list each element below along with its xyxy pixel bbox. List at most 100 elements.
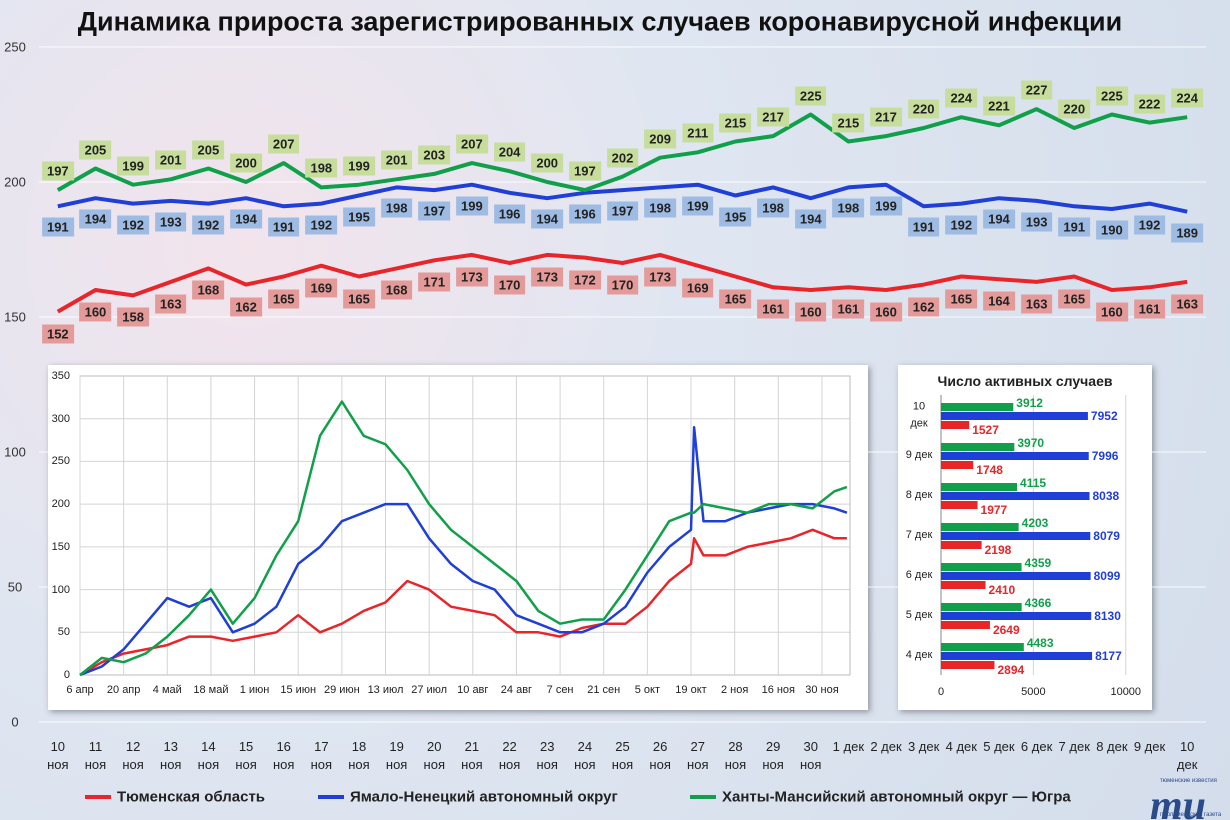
logo-mark: mu <box>1150 783 1207 820</box>
data-label: 201 <box>154 150 187 170</box>
legend-label: Ямало-Ненецкий автономный округ <box>350 788 618 806</box>
data-label: 163 <box>154 294 187 314</box>
data-label: 200 <box>531 153 564 173</box>
x-tick-label: 3 дек <box>907 739 940 754</box>
x-tick-label: 23 ноя <box>536 739 558 773</box>
data-label: 201 <box>380 150 413 170</box>
y-tick-label: 350 <box>51 370 70 382</box>
y-tick-label: 9 дек <box>905 448 933 461</box>
y-tick-label: 300 <box>51 412 70 425</box>
data-label: 160 <box>794 302 827 322</box>
x-tick-label: 8 дек <box>1096 739 1128 754</box>
data-label: 4359 <box>1024 556 1052 570</box>
logo-bottom: парламентская газета <box>1160 812 1222 818</box>
x-tick-label: 29 июн <box>323 684 360 696</box>
data-label: 8038 <box>1092 489 1120 503</box>
data-label: 194 <box>531 209 564 229</box>
bar <box>941 501 978 509</box>
data-label: 164 <box>983 291 1015 311</box>
y-tick-label: 100 <box>51 583 70 596</box>
x-tick-label: 10000 <box>1110 686 1142 698</box>
data-label: 194 <box>79 209 112 229</box>
data-label: 192 <box>1133 215 1166 235</box>
data-label: 1977 <box>980 503 1008 517</box>
data-label: 199 <box>870 196 902 216</box>
data-label: 220 <box>1058 99 1091 119</box>
data-label: 200 <box>230 153 262 173</box>
data-label: 170 <box>606 275 639 295</box>
data-label: 207 <box>267 134 300 154</box>
data-label: 161 <box>1133 299 1166 319</box>
data-label: 217 <box>757 107 789 127</box>
inset-panel <box>48 365 868 710</box>
bar <box>941 403 1014 411</box>
data-label: 198 <box>644 198 676 218</box>
bar <box>941 661 995 669</box>
data-label: 1748 <box>976 463 1003 477</box>
data-label: 190 <box>1096 220 1128 240</box>
data-label: 192 <box>117 215 149 235</box>
data-label: 224 <box>1171 88 1204 108</box>
data-label: 199 <box>456 196 488 216</box>
data-label: 173 <box>531 267 564 287</box>
x-tick-label: 30 ноя <box>805 684 839 696</box>
data-label: 197 <box>418 201 451 221</box>
data-label: 191 <box>41 217 74 237</box>
data-label: 163 <box>1020 294 1053 314</box>
x-tick-label: 20 апр <box>106 684 141 696</box>
data-label: 191 <box>1058 217 1091 237</box>
data-label: 193 <box>1020 212 1053 232</box>
y-tick-label: 150 <box>51 540 70 553</box>
y-tick-label: 8 дек <box>905 488 933 501</box>
data-label: 220 <box>907 99 940 119</box>
data-label: 152 <box>41 324 74 344</box>
x-tick-label: 5000 <box>1021 686 1046 698</box>
y-tick-label: 10 дек <box>910 400 928 430</box>
data-label: 194 <box>794 209 827 229</box>
data-label: 8130 <box>1094 609 1121 623</box>
x-tick-label: 18 май <box>193 684 229 696</box>
x-tick-label: 21 сен <box>587 684 621 696</box>
series-line <box>79 426 848 677</box>
bar <box>941 652 1093 660</box>
data-label: 221 <box>983 96 1015 116</box>
bar <box>941 452 1089 460</box>
data-label: 169 <box>305 278 338 298</box>
x-tick-label: 24 авг <box>500 684 533 696</box>
data-label: 160 <box>870 302 902 322</box>
x-tick-label: 7 дек <box>1058 739 1090 754</box>
data-label: 2410 <box>988 583 1016 597</box>
y-tick-label: 200 <box>51 498 70 511</box>
data-label: 198 <box>305 158 338 178</box>
data-label: 4366 <box>1024 596 1052 610</box>
data-label: 1527 <box>972 423 999 437</box>
x-tick-label: 9 дек <box>1133 739 1166 754</box>
data-label: 8099 <box>1093 569 1121 583</box>
data-label: 7952 <box>1090 409 1118 423</box>
x-tick-label: 10 авг <box>457 684 489 696</box>
y-tick-label: 5 дек <box>905 608 933 621</box>
data-label: 169 <box>681 278 714 298</box>
data-label: 197 <box>41 161 74 181</box>
x-tick-label: 10 ноя <box>47 739 69 773</box>
data-label: 224 <box>945 88 978 108</box>
data-label: 195 <box>343 207 375 226</box>
legend-label: Ханты-Мансийский автономный округ — Югра <box>722 788 1071 806</box>
y-tick-label: 150 <box>4 309 26 325</box>
data-label: 173 <box>644 267 676 287</box>
bar-title: Число активных случаев <box>937 373 1113 389</box>
y-tick-label: 7 дек <box>905 528 933 541</box>
data-label: 195 <box>719 207 752 226</box>
data-label: 168 <box>192 280 225 300</box>
data-label: 209 <box>644 129 676 149</box>
x-tick-label: 24 ноя <box>574 739 596 773</box>
data-label: 160 <box>1096 302 1128 322</box>
series-line <box>56 107 1188 193</box>
x-tick-label: 17 ноя <box>310 739 333 773</box>
y-tick-label: 0 <box>63 669 70 681</box>
data-label: 202 <box>606 148 639 168</box>
x-tick-label: 12 ноя <box>122 739 144 773</box>
y-tick-label: 4 дек <box>905 648 933 661</box>
